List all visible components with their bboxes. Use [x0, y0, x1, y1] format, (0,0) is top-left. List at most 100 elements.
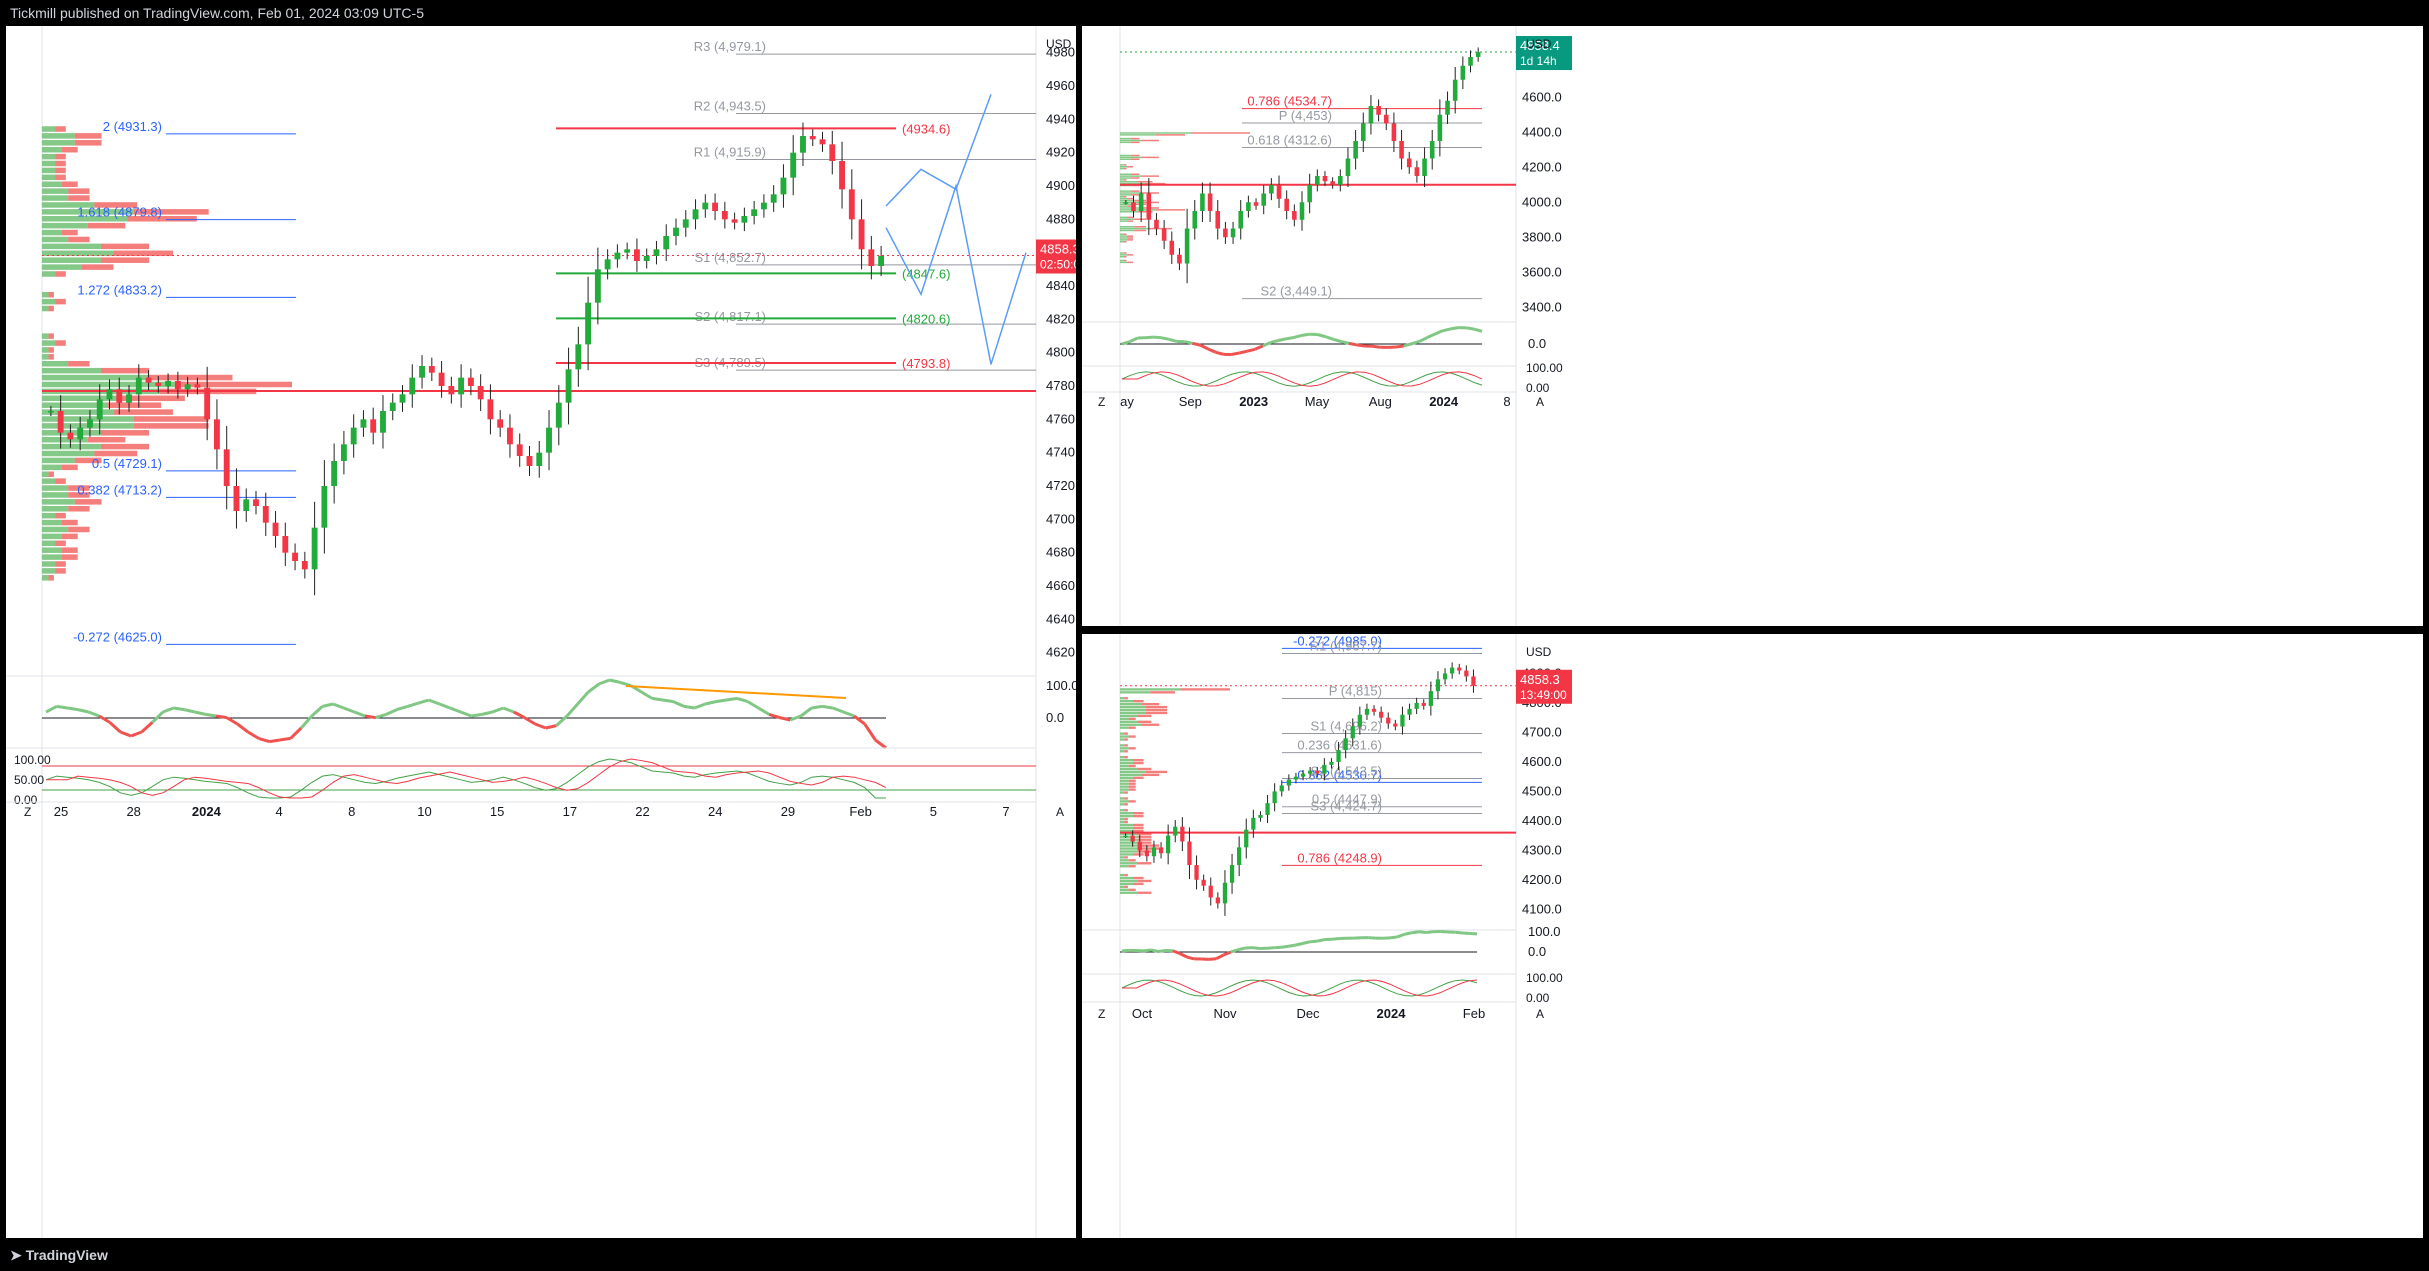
candle [682, 219, 689, 228]
level-label: 0.618 (4312.6) [1247, 133, 1332, 148]
oscillator-segment [247, 730, 260, 740]
oscillator-segment [1403, 342, 1412, 348]
oscillator-segment [502, 706, 515, 714]
candle [1194, 865, 1199, 880]
z-button: Z [1098, 1007, 1105, 1021]
level-label: -0.272 (4985.0) [1293, 634, 1382, 648]
candle [1177, 254, 1182, 264]
volume-profile-bar [1120, 738, 1125, 741]
candle [77, 427, 84, 440]
volume-profile-bar [1128, 859, 1136, 862]
weekly-chart-panel[interactable]: 0.786 (4534.7) 0.618 (4312.6) P (4,453) S2 … [1082, 26, 2423, 626]
volume-profile-bar [1130, 137, 1140, 140]
volume-profile-bar [1120, 882, 1133, 886]
volume-profile-bar [68, 236, 90, 243]
candle [1161, 228, 1167, 241]
volume-profile-bar [1120, 235, 1128, 237]
candle [1293, 776, 1299, 780]
main-chart[interactable]: R3 (4,979.1) R2 (4,943.5) R1 (4,915.9) S1 (… [6, 26, 1076, 1238]
volume-profile-bar [1123, 256, 1127, 258]
volume-profile-bar [1120, 216, 1128, 219]
volume-profile-bar [100, 430, 150, 436]
a-button: A [1536, 395, 1544, 409]
time-tick: 29 [781, 804, 795, 819]
main-chart-panel[interactable]: R3 (4,979.1) R2 (4,943.5) R1 (4,915.9) S1 (… [6, 26, 1076, 1238]
volume-profile-bar [1132, 876, 1144, 880]
oscillator-segment [1143, 948, 1152, 953]
volume-profile-bar [1141, 723, 1160, 726]
time-tick: May [1305, 394, 1330, 409]
volume-profile-bar [1120, 158, 1131, 160]
candle [1201, 879, 1206, 886]
oscillator-segment [1129, 336, 1139, 344]
volume-profile-bar [61, 519, 78, 526]
oscillator-segment [1179, 952, 1188, 959]
volume-profile-bar [61, 533, 78, 540]
oscillator-segment [768, 712, 781, 720]
candle [614, 252, 621, 260]
candle [1445, 100, 1450, 115]
volume-profile-bar [1120, 697, 1125, 700]
oscillator-segment [289, 726, 303, 740]
volume-profile-bar [1123, 233, 1127, 235]
candle [624, 249, 631, 253]
oscillator-segment [1145, 335, 1154, 340]
oscillator-segment [225, 716, 239, 726]
candle [1343, 738, 1348, 751]
oscillator-segment [672, 700, 685, 708]
candle [721, 211, 728, 220]
volume-profile-bar [1127, 254, 1133, 256]
volume-profile-bar [42, 298, 56, 305]
candle [497, 419, 504, 428]
daily-chart[interactable]: -0.272 (4985.0)R1 (4,967.7) P (4,815) S1 (… [1082, 634, 2423, 1238]
price-tick: 4400.0 [1522, 124, 1562, 139]
oscillator-segment [1331, 937, 1340, 941]
candle [1429, 141, 1435, 159]
weekly-chart[interactable]: 0.786 (4534.7) 0.618 (4312.6) P (4,453) S2 … [1082, 26, 2423, 626]
volume-profile-bar [1120, 761, 1133, 765]
candle [663, 236, 670, 250]
volume-profile-bar [42, 395, 121, 402]
level-label: S3 (4,424.7) [1310, 799, 1382, 814]
daily-chart-panel[interactable]: -0.272 (4985.0) R1 (4,967.7) P (4,815) S1 (… [1082, 634, 2423, 1238]
volume-profile-bar [1120, 254, 1128, 256]
volume-profile-bar [42, 264, 82, 270]
volume-profile-bar [48, 305, 54, 312]
price-tick: 4700.0 [1046, 511, 1076, 526]
oscillator-segment [1317, 333, 1326, 339]
price-tick: 4660.0 [1046, 578, 1076, 593]
volume-profile-bar [1123, 164, 1127, 166]
price-tick: 4880.0 [1046, 211, 1076, 226]
stoch-tick: 100.00 [1526, 971, 1563, 985]
key-level-label: (4934.6) [902, 121, 950, 136]
volume-profile-bar [1128, 735, 1136, 738]
volume-profile-bar [1120, 237, 1128, 239]
volume-profile-bar [1120, 261, 1128, 264]
time-tick: 2024 [192, 804, 222, 819]
volume-profile-bar [55, 271, 66, 277]
time-tick: Sep [1179, 394, 1202, 409]
volume-profile-bar [1120, 708, 1146, 712]
key-level-label: (4847.6) [902, 266, 950, 281]
oscillator-segment [449, 706, 462, 714]
fib-level-label: 1.618 (4879.8) [77, 205, 162, 220]
stoch-tick: 0.00 [14, 793, 38, 807]
last-price: 4858.4 [1520, 38, 1560, 53]
volume-profile-bar [1134, 218, 1146, 220]
candle [1208, 885, 1213, 898]
volume-profile-bar [1137, 850, 1152, 853]
volume-profile-bar [42, 167, 56, 174]
volume-profile-bar [42, 492, 69, 498]
candle [1400, 714, 1405, 727]
volume-profile-bar [133, 209, 209, 215]
candle [1237, 847, 1242, 866]
volume-profile-bar [42, 354, 49, 360]
candle [1422, 158, 1427, 176]
candle [1383, 114, 1389, 124]
volume-profile-bar [1120, 194, 1131, 196]
volume-profile-bar [42, 471, 49, 477]
volume-profile-bar [1124, 797, 1128, 800]
currency-label: USD [1046, 37, 1072, 51]
price-tick: 4760.0 [1046, 411, 1076, 426]
volume-profile-bar [1120, 876, 1133, 880]
